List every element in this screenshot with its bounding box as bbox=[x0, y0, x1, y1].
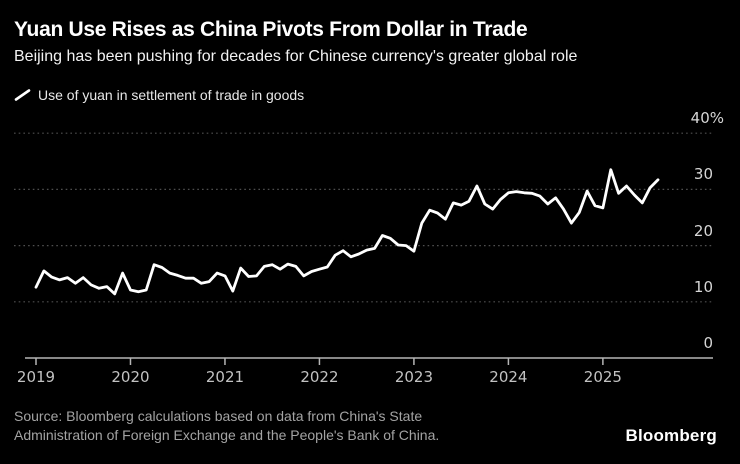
line-sample-icon bbox=[14, 89, 31, 101]
x-axis-label: 2023 bbox=[394, 368, 434, 386]
bloomberg-logo: Bloomberg bbox=[625, 426, 717, 445]
page-subtitle: Beijing has been pushing for decades for… bbox=[14, 48, 578, 65]
source-note-line-1: Source: Bloomberg calculations based on … bbox=[14, 408, 423, 424]
data-line bbox=[34, 168, 660, 296]
y-axis-label: 0 bbox=[703, 334, 713, 352]
x-axis-label: 2021 bbox=[205, 368, 245, 386]
source-note: Source: Bloomberg calculations based on … bbox=[14, 407, 574, 444]
y-axis-label: 40% bbox=[690, 109, 724, 128]
x-axis-label: 2024 bbox=[489, 368, 528, 386]
legend: Use of yuan in settlement of trade in go… bbox=[14, 87, 304, 103]
page-title: Yuan Use Rises as China Pivots From Doll… bbox=[14, 18, 528, 41]
source-note-line-2: Administration of Foreign Exchange and t… bbox=[14, 426, 440, 443]
legend-label: Use of yuan in settlement of trade in go… bbox=[38, 87, 305, 103]
y-axis-label: 30 bbox=[693, 165, 713, 184]
y-axis-label: 20 bbox=[693, 221, 713, 240]
x-axis-label: 2025 bbox=[583, 368, 622, 386]
y-axis-label: 10 bbox=[693, 277, 713, 296]
x-axis-label: 2022 bbox=[300, 368, 339, 386]
x-axis-label: 2020 bbox=[111, 368, 150, 386]
x-axis-label: 2019 bbox=[16, 368, 56, 386]
